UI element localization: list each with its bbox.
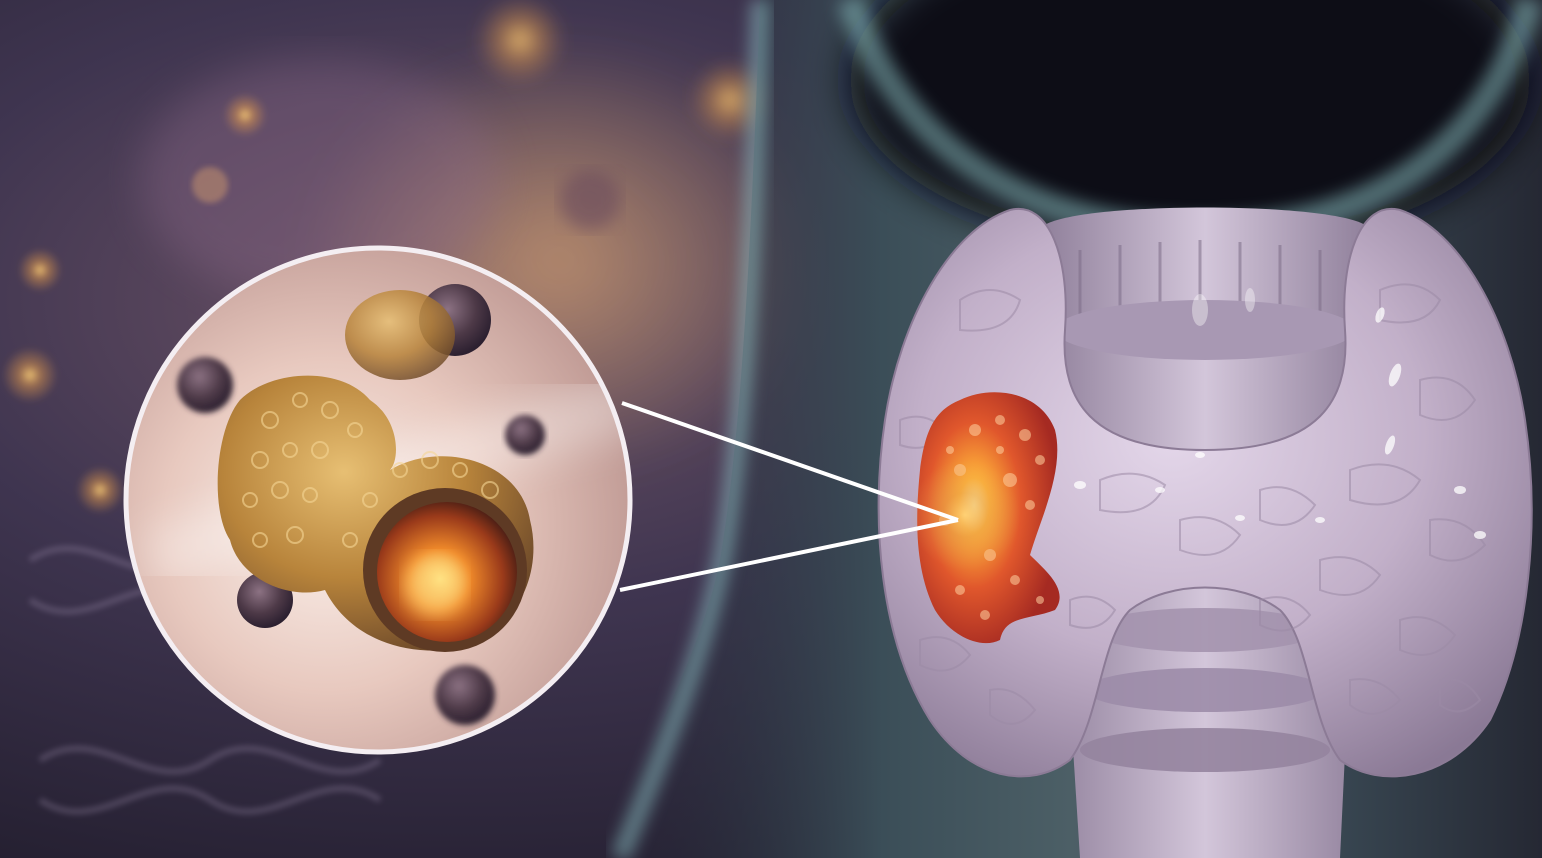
magnified-inset bbox=[123, 245, 633, 755]
thyroid-gland bbox=[877, 207, 1533, 778]
callout-lines bbox=[619, 401, 959, 592]
thyroid-tumor bbox=[910, 392, 1060, 644]
cancer-cell-cluster bbox=[217, 375, 534, 652]
